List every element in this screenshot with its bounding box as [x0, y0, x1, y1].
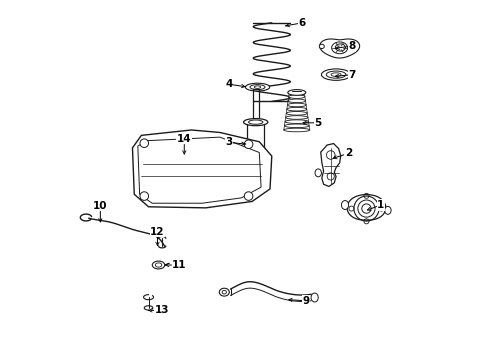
Circle shape	[140, 192, 148, 201]
Ellipse shape	[286, 116, 308, 119]
Ellipse shape	[319, 44, 324, 49]
Ellipse shape	[152, 261, 165, 269]
Circle shape	[245, 192, 253, 201]
Text: 13: 13	[150, 305, 170, 315]
Ellipse shape	[288, 103, 306, 107]
Ellipse shape	[220, 288, 229, 296]
Ellipse shape	[321, 69, 351, 80]
Ellipse shape	[342, 201, 348, 210]
Text: 1: 1	[369, 200, 384, 210]
Ellipse shape	[286, 112, 307, 115]
Text: 11: 11	[168, 260, 187, 270]
Text: 8: 8	[335, 41, 356, 51]
Ellipse shape	[311, 293, 318, 302]
Text: 7: 7	[337, 69, 356, 80]
Text: 14: 14	[177, 134, 192, 152]
Ellipse shape	[287, 107, 307, 111]
Text: 5: 5	[305, 118, 322, 128]
Ellipse shape	[289, 91, 304, 94]
Polygon shape	[347, 195, 386, 220]
Text: 9: 9	[291, 296, 309, 306]
Ellipse shape	[285, 120, 309, 123]
Ellipse shape	[244, 118, 268, 126]
Polygon shape	[241, 162, 270, 179]
Polygon shape	[132, 130, 272, 208]
Text: 10: 10	[93, 201, 108, 220]
Text: 6: 6	[285, 18, 306, 28]
Ellipse shape	[288, 99, 306, 103]
Ellipse shape	[245, 83, 270, 91]
Text: 12: 12	[150, 227, 165, 244]
Ellipse shape	[289, 95, 305, 98]
Polygon shape	[321, 144, 341, 186]
Ellipse shape	[385, 206, 391, 214]
Circle shape	[140, 139, 148, 148]
Ellipse shape	[315, 169, 321, 177]
Ellipse shape	[284, 124, 309, 127]
Text: 3: 3	[225, 138, 246, 148]
Circle shape	[245, 140, 253, 149]
Text: 2: 2	[335, 148, 352, 158]
Ellipse shape	[288, 90, 306, 95]
Polygon shape	[319, 39, 360, 58]
Ellipse shape	[284, 128, 310, 132]
Text: 4: 4	[225, 79, 246, 89]
